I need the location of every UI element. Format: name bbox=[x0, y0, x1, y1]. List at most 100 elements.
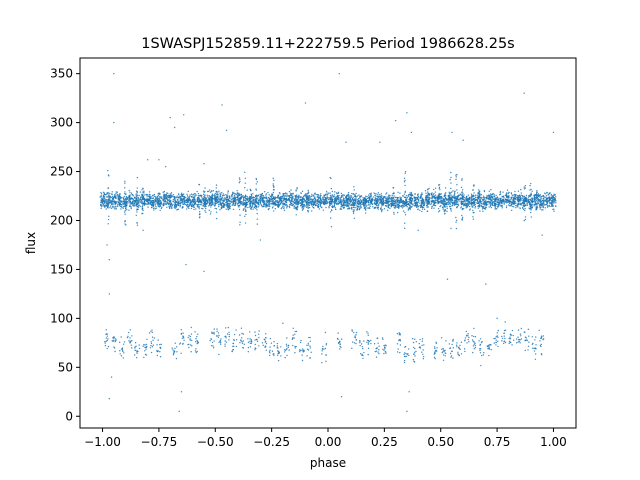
data-point bbox=[142, 209, 144, 212]
data-point bbox=[468, 200, 471, 203]
data-point bbox=[479, 205, 481, 208]
data-point bbox=[354, 193, 356, 196]
data-point bbox=[522, 202, 524, 204]
data-point bbox=[494, 199, 497, 202]
data-point bbox=[306, 204, 308, 207]
data-point bbox=[133, 203, 136, 205]
data-point bbox=[111, 203, 114, 205]
data-point bbox=[163, 196, 166, 199]
data-point bbox=[408, 198, 410, 201]
data-point bbox=[124, 180, 126, 183]
data-point bbox=[495, 203, 497, 206]
data-point bbox=[376, 195, 378, 198]
data-point bbox=[177, 200, 179, 202]
data-point bbox=[238, 205, 241, 207]
data-point bbox=[238, 177, 241, 179]
data-point bbox=[272, 191, 275, 194]
data-point bbox=[177, 193, 180, 195]
data-point bbox=[331, 195, 333, 197]
data-point bbox=[531, 197, 533, 199]
data-point bbox=[100, 195, 103, 197]
data-point bbox=[136, 176, 139, 179]
data-point bbox=[233, 198, 236, 200]
data-point bbox=[295, 202, 297, 205]
data-point bbox=[301, 207, 303, 209]
data-point bbox=[306, 209, 309, 212]
data-point bbox=[116, 193, 119, 196]
data-point bbox=[461, 179, 463, 181]
data-point bbox=[343, 194, 346, 196]
data-point bbox=[375, 198, 377, 200]
data-point bbox=[462, 198, 464, 201]
data-point bbox=[309, 200, 311, 203]
data-point bbox=[484, 197, 487, 199]
data-point bbox=[254, 199, 257, 201]
data-point bbox=[330, 198, 332, 201]
data-point bbox=[109, 199, 111, 201]
data-point bbox=[218, 205, 220, 208]
data-point bbox=[212, 195, 214, 197]
data-point bbox=[244, 215, 246, 217]
data-point bbox=[468, 198, 470, 201]
data-point bbox=[286, 207, 288, 209]
data-point bbox=[251, 205, 254, 207]
data-point bbox=[303, 204, 305, 207]
data-point bbox=[183, 197, 185, 200]
data-point bbox=[125, 193, 127, 196]
data-point bbox=[268, 202, 270, 204]
data-point bbox=[236, 190, 238, 192]
data-point bbox=[368, 207, 370, 209]
data-point bbox=[447, 203, 449, 206]
data-point bbox=[229, 204, 231, 207]
data-point bbox=[490, 201, 492, 204]
data-point bbox=[398, 199, 400, 202]
data-point bbox=[263, 197, 265, 199]
data-point bbox=[173, 206, 176, 208]
data-point bbox=[319, 204, 322, 206]
data-point bbox=[181, 192, 183, 194]
data-point bbox=[191, 203, 193, 205]
data-point bbox=[187, 205, 189, 208]
data-point bbox=[530, 203, 532, 206]
data-point bbox=[273, 196, 275, 198]
data-point bbox=[169, 193, 171, 195]
data-point bbox=[215, 202, 217, 205]
data-point bbox=[472, 185, 475, 187]
data-point bbox=[128, 205, 131, 207]
data-point bbox=[174, 202, 176, 205]
data-point bbox=[158, 198, 161, 201]
data-point bbox=[328, 196, 330, 199]
data-point bbox=[142, 203, 144, 206]
data-point bbox=[159, 205, 161, 207]
data-point bbox=[424, 198, 427, 201]
data-point bbox=[455, 221, 457, 223]
data-point bbox=[340, 203, 342, 205]
data-point bbox=[260, 198, 262, 200]
data-point bbox=[522, 199, 525, 201]
data-point bbox=[219, 192, 221, 194]
data-point bbox=[322, 198, 324, 201]
data-point bbox=[329, 192, 331, 194]
data-point bbox=[486, 194, 488, 197]
data-point bbox=[256, 197, 258, 199]
data-point bbox=[370, 197, 372, 199]
data-point bbox=[496, 196, 499, 198]
data-point bbox=[317, 196, 320, 199]
data-point bbox=[231, 193, 233, 196]
data-point bbox=[326, 201, 328, 203]
data-point bbox=[352, 212, 355, 215]
data-point bbox=[489, 205, 492, 207]
data-point bbox=[155, 197, 157, 199]
data-point bbox=[128, 189, 130, 192]
data-point bbox=[442, 200, 445, 202]
data-point bbox=[280, 207, 282, 210]
data-point bbox=[226, 196, 229, 199]
data-point bbox=[134, 205, 136, 207]
data-point bbox=[370, 194, 372, 196]
data-point bbox=[511, 194, 514, 197]
data-point bbox=[239, 180, 241, 183]
data-point bbox=[406, 206, 408, 208]
data-point bbox=[267, 196, 270, 199]
data-point bbox=[265, 196, 267, 198]
data-point bbox=[364, 203, 367, 205]
